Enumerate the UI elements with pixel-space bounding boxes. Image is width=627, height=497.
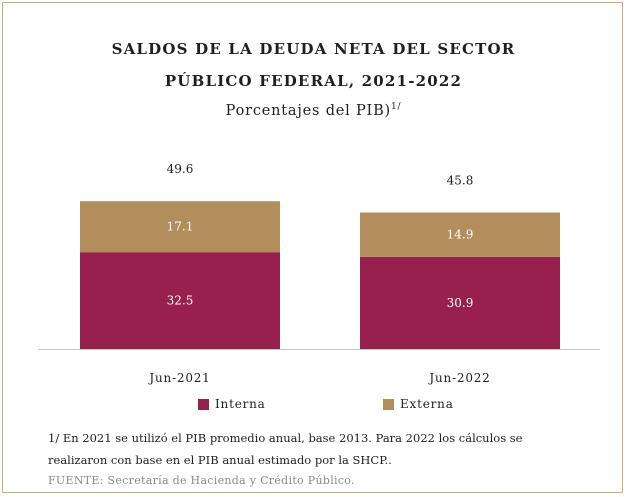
legend-item-externa: Externa [383,397,454,411]
data-label-interna-1: 32.5 [167,294,194,308]
chart-title-line2: PÚBLICO FEDERAL, 2021-2022 [164,72,463,90]
source-note: FUENTE: Secretaría de Hacienda y Crédito… [48,474,355,487]
bar-interna-2 [360,256,560,349]
subtitle-footnote-mark: 1/ [391,102,402,112]
bar-interna-1 [80,252,280,349]
legend-item-interna: Interna [198,397,266,411]
bar-externa-1 [80,201,280,253]
legend-swatch-interna [198,398,209,410]
footnote-line2: realizaron con base en el PIB anual esti… [48,453,392,467]
total-label-2: 45.8 [447,174,474,188]
legend-label-interna: Interna [215,397,266,411]
data-label-externa-2: 14.9 [447,228,474,242]
legend-swatch-externa [383,398,394,410]
chart-title-line1: SALDOS DE LA DEUDA NETA DEL SECTOR [111,40,516,58]
data-label-externa-1: 17.1 [167,220,194,234]
data-label-interna-2: 30.9 [447,296,474,310]
bar-externa-2 [360,212,560,257]
total-label-1: 49.6 [167,162,194,176]
legend-label-externa: Externa [400,397,454,411]
x-tick-label-2: Jun-2022 [427,371,490,385]
footnote-line1: 1/ En 2021 se utilizó el PIB promedio an… [48,431,523,445]
subtitle-text: Porcentajes del PIB) [225,102,392,119]
x-tick-label-1: Jun-2021 [147,371,210,385]
chart-subtitle: Porcentajes del PIB)1/ [0,102,627,119]
